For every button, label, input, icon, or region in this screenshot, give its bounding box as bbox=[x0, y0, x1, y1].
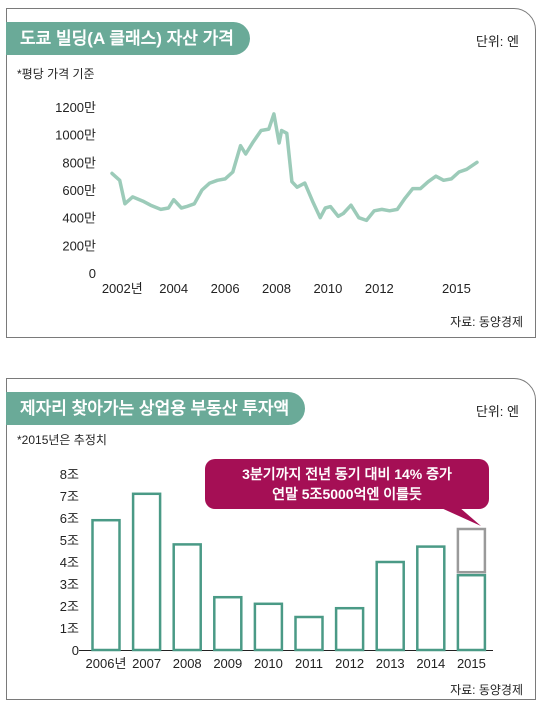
chart-title: 도쿄 빌딩(A 클래스) 자산 가격 bbox=[6, 22, 250, 55]
x-tick-label: 2010 bbox=[313, 281, 342, 296]
chart-note: *2015년은 추정치 bbox=[17, 433, 107, 447]
y-tick-label: 1200만 bbox=[55, 100, 96, 115]
y-tick-label: 3조 bbox=[60, 577, 79, 592]
price-line bbox=[110, 112, 479, 223]
bar bbox=[456, 573, 487, 652]
chart-source: 자료: 동양경제 bbox=[450, 683, 523, 697]
x-tick-label: 2015 bbox=[442, 281, 471, 296]
y-tick-label: 400만 bbox=[62, 211, 96, 226]
y-tick-label: 200만 bbox=[62, 238, 96, 253]
chart-note: *평당 가격 기준 bbox=[17, 67, 95, 81]
x-tick-label: 2004 bbox=[159, 281, 188, 296]
y-tick-label: 6조 bbox=[60, 511, 79, 526]
bar bbox=[131, 492, 162, 652]
x-tick-label: 2008 bbox=[262, 281, 291, 296]
x-tick-label: 2011 bbox=[295, 656, 323, 671]
line-chart-svg: 0 200만 400만 600만 800만 1000만 1200만 2002년 2004 2006… bbox=[55, 100, 479, 296]
y-tick-label: 800만 bbox=[62, 155, 96, 170]
callout-line-2: 연말 5조5000억엔 이를듯 bbox=[272, 486, 422, 502]
y-tick-label: 4조 bbox=[60, 555, 79, 570]
price-chart-panel: 도쿄 빌딩(A 클래스) 자산 가격 단위: 엔 *평당 가격 기준 자료: 동… bbox=[6, 8, 536, 338]
y-tick-label: 1조 bbox=[60, 621, 79, 636]
bar bbox=[91, 518, 121, 652]
x-tick-label: 2009 bbox=[213, 656, 242, 671]
x-tick-label: 2015 bbox=[457, 656, 486, 671]
bar bbox=[253, 602, 284, 652]
y-tick-label: 2조 bbox=[60, 599, 79, 614]
y-tick-label: 600만 bbox=[62, 183, 96, 198]
x-tick-label: 2006 bbox=[211, 281, 240, 296]
y-tick-label: 8조 bbox=[60, 467, 79, 482]
x-tick-label: 2012 bbox=[335, 656, 364, 671]
bar bbox=[334, 606, 365, 652]
x-tick-label: 2012 bbox=[365, 281, 394, 296]
bar bbox=[172, 543, 202, 652]
y-tick-label: 5조 bbox=[60, 533, 79, 548]
x-tick-label: 2013 bbox=[376, 656, 405, 671]
x-tick-label: 2014 bbox=[416, 656, 445, 671]
y-tick-label: 0 bbox=[89, 266, 96, 281]
bar bbox=[375, 560, 405, 652]
unit-label: 단위: 엔 bbox=[475, 34, 519, 49]
chart-title: 제자리 찾아가는 상업용 부동산 투자액 bbox=[6, 392, 306, 425]
y-tick-label: 1000만 bbox=[55, 128, 96, 143]
projected-bar bbox=[456, 527, 487, 574]
x-tick-label: 2010 bbox=[254, 656, 283, 671]
callout-pointer bbox=[439, 507, 481, 526]
x-tick-label: 2008 bbox=[173, 656, 202, 671]
y-tick-label: 0 bbox=[72, 643, 79, 658]
callout-box: 3분기까지 전년 동기 대비 14% 증가 연말 5조5000억엔 이를듯 bbox=[205, 459, 489, 509]
callout-line-1: 3분기까지 전년 동기 대비 14% 증가 bbox=[242, 466, 452, 482]
x-tick-label: 2006년 bbox=[86, 656, 127, 671]
investment-chart-panel: 제자리 찾아가는 상업용 부동산 투자액 단위: 엔 *2015년은 추정치 자… bbox=[6, 378, 536, 700]
bar bbox=[416, 545, 446, 652]
unit-label: 단위: 엔 bbox=[475, 404, 519, 419]
bar bbox=[213, 595, 243, 652]
chart-source: 자료: 동양경제 bbox=[450, 315, 523, 329]
bar bbox=[294, 615, 324, 652]
x-tick-label: 2002년 bbox=[102, 281, 143, 296]
bar-chart-svg: 0 1조 2조 3조 4조 5조 6조 7조 8조 2006년 2007 2008 2009 2010 20… bbox=[60, 467, 493, 671]
x-tick-label: 2007 bbox=[132, 656, 161, 671]
y-tick-label: 7조 bbox=[60, 489, 79, 504]
